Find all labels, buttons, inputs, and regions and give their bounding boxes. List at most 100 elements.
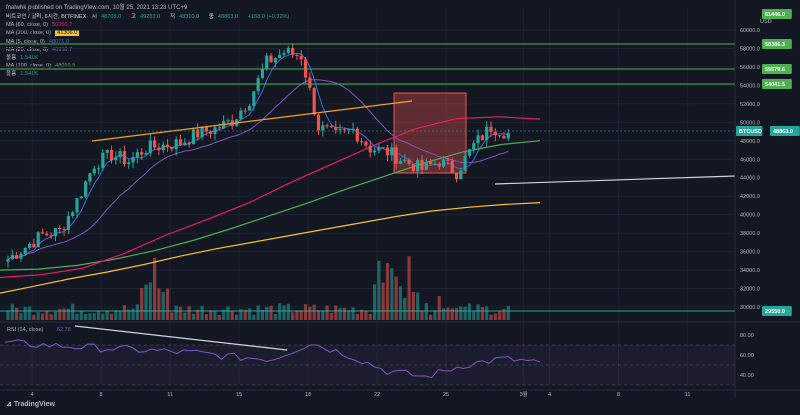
candle-body (424, 161, 428, 171)
volume-bar (204, 314, 208, 320)
candle-body (476, 135, 480, 144)
volume-bar (88, 313, 92, 320)
candle-body (131, 157, 135, 163)
time-tick-label: 11 (167, 392, 173, 398)
price-tag-label: 48863.0 (773, 129, 793, 135)
candle-body (239, 110, 243, 120)
volume-bar (385, 263, 390, 320)
legend-indicator-row[interactable]: 볼륨 1.541K (6, 54, 293, 62)
time-tick-label: 3월 (520, 390, 528, 398)
volume-bar (299, 310, 303, 320)
candle-body (459, 170, 463, 180)
time-tick-label: 8 (617, 392, 620, 398)
rsi-tick-label: 80.00 (740, 333, 754, 339)
volume-bar (437, 295, 441, 320)
candle-body (325, 125, 329, 127)
price-tick-label: 38000.0 (740, 231, 760, 237)
candle-body (308, 77, 312, 88)
symbol-ohlc-row: 비트코인 / 달러, 6시간, BITFINEX 시 48705.0 고 49283… (6, 13, 293, 21)
candle-body (407, 159, 411, 165)
time-tick-label: 4 (31, 392, 34, 398)
candle-body (49, 235, 53, 237)
volume-bar (196, 309, 200, 320)
legend-indicator-row[interactable]: MA (100, close, 0) 48010.5 (6, 62, 293, 70)
indicator-value: 50350.7 (51, 22, 73, 29)
volume-bar (446, 307, 450, 320)
candle-body (36, 232, 40, 248)
volume-bar (338, 308, 342, 320)
legend-indicator-row[interactable]: 볼륨 1.541K (6, 70, 293, 78)
legend-indicator-row[interactable]: MA (200, close, 0) 41306.0 (6, 29, 293, 37)
candle-body (385, 147, 390, 156)
support-trendline (494, 175, 736, 185)
price-tick-label: 32000.0 (740, 287, 760, 293)
volume-bar (286, 303, 290, 320)
price-tag (762, 306, 792, 316)
candle-body (161, 144, 165, 151)
legend-indicator-row[interactable]: MA (60, close, 0) 50350.7 (6, 21, 293, 29)
candle-body (157, 147, 161, 151)
resistance-trendline (91, 100, 413, 142)
volume-bar (157, 288, 161, 320)
candle-body (329, 126, 334, 128)
volume-bar (66, 308, 70, 320)
volume-bar (489, 314, 493, 320)
candle-body (140, 152, 144, 155)
volume-bar (27, 306, 32, 320)
volume-bar (485, 306, 489, 320)
volume-bar (364, 310, 368, 320)
volume-bar (381, 282, 385, 320)
price-tick-label: 46000.0 (740, 157, 760, 163)
volume-bar (32, 314, 36, 320)
ma100-line (0, 140, 541, 271)
legend-indicator-row[interactable]: MA (5, close, 0) 48071.0 (6, 38, 293, 46)
candle-body (398, 160, 403, 164)
symbol-label[interactable]: 비트코인 / 달러, 6시간, BITFINEX (6, 14, 87, 20)
volume-bar (15, 307, 19, 320)
price-tick-label: 34000.0 (740, 268, 760, 274)
volume-bar (217, 314, 221, 320)
chart-legend: 비트코인 / 달러, 6시간, BITFINEX 시 48705.0 고 49283… (6, 13, 293, 79)
volume-bar (467, 303, 472, 320)
indicator-label: MA (5, close, 0) (6, 38, 45, 45)
price-tag (762, 9, 792, 19)
candle-body (213, 127, 217, 134)
volume-bar (502, 308, 506, 320)
price-tick-label: 48000.0 (740, 139, 760, 145)
candle-body (10, 255, 14, 260)
ohlc-open: 시 48705.0 (91, 14, 122, 20)
volume-bar (178, 306, 183, 320)
volume-bar (355, 313, 359, 320)
indicator-value: 46958.7 (51, 46, 73, 53)
candle-body (75, 198, 79, 213)
candle-body (66, 216, 70, 230)
candle-body (454, 172, 459, 180)
volume-bar (282, 305, 286, 320)
legend-indicator-row[interactable]: MA (20, close, 0) 46958.7 (6, 46, 293, 54)
candle-body (92, 168, 96, 174)
candle-body (467, 149, 472, 156)
volume-bar (226, 306, 230, 320)
candle-body (493, 131, 497, 136)
volume-bar (441, 308, 446, 320)
volume-bar (265, 306, 269, 320)
ma20-line (7, 79, 509, 260)
volume-bar (200, 305, 204, 320)
price-tag-label: 61446.0 (765, 12, 785, 18)
price-tag (762, 79, 792, 89)
volume-bar (303, 304, 308, 320)
publish-info: fnalwhk published on TradingView.com, 10… (6, 5, 188, 11)
volume-bar (165, 288, 170, 320)
candle-body (27, 243, 32, 248)
volume-bar (23, 306, 27, 320)
volume-bar (92, 313, 96, 320)
volume-bar (161, 291, 165, 320)
candle-body (377, 147, 381, 151)
price-tick-label: 42000.0 (740, 194, 760, 200)
candle-body (360, 141, 364, 143)
candle-body (109, 150, 114, 161)
volume-bar (360, 309, 364, 320)
volume-bar (6, 311, 10, 320)
volume-bar (101, 313, 105, 320)
